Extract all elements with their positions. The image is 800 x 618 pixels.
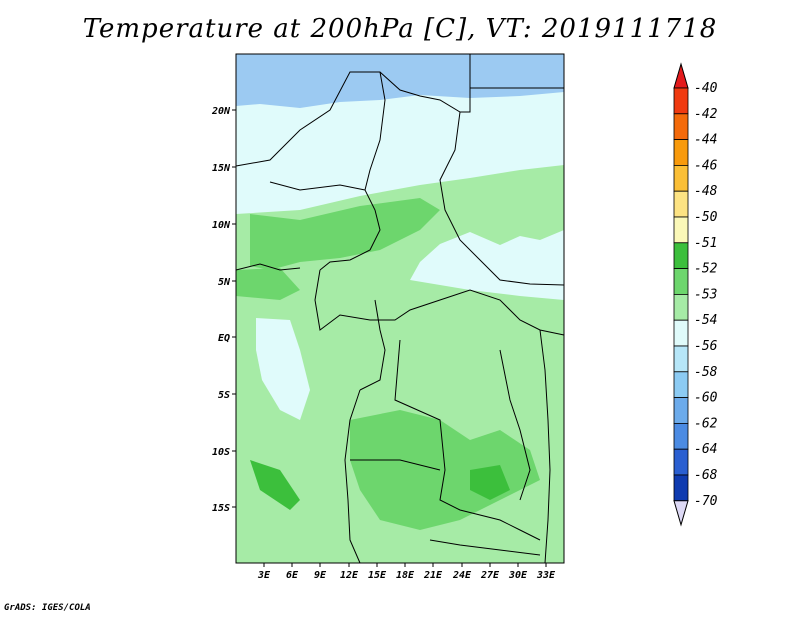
colorbar-swatch [673, 397, 689, 424]
temperature-field [236, 54, 564, 563]
colorbar-swatch [673, 268, 689, 295]
latitude-axis: 20N 15N 10N 5N EQ 5S 10S 15S [211, 106, 236, 514]
lon-label: 15E [368, 570, 387, 581]
field-se-51 [470, 465, 510, 500]
colorbar-swatch [673, 87, 689, 115]
colorbar-label: -60 [694, 391, 718, 406]
colorbar-label: -58 [694, 365, 718, 380]
colorbar-swatch [673, 242, 689, 270]
colorbar-label: -48 [694, 184, 718, 199]
colorbar-swatch [673, 371, 689, 398]
colorbar-label: -68 [694, 468, 718, 483]
longitude-axis: 3E 6E 9E 12E 15E 18E 21E 24E 27E 30E 33E [257, 563, 556, 581]
lon-label: 33E [536, 570, 556, 581]
colorbar-label: -46 [694, 158, 718, 173]
field-ocean-54 [256, 318, 310, 420]
colorbar-label: -56 [694, 339, 718, 354]
field-coast-52 [236, 268, 300, 300]
colorbar-swatch [673, 190, 689, 218]
colorbar-bottom-arrow [673, 500, 689, 527]
colorbar-label: -42 [694, 107, 718, 122]
colorbar-top-arrow [673, 62, 689, 89]
lon-label: 18E [396, 570, 415, 581]
map-title: Temperature at 200hPa [C], VT: 201911171… [82, 14, 718, 44]
colorbar-label: -53 [694, 287, 717, 302]
colorbar-label: -70 [694, 494, 718, 509]
colorbar-swatch [673, 293, 689, 321]
colorbar-swatch [673, 319, 689, 347]
lon-label: 6E [286, 570, 299, 581]
colorbar-label: -62 [694, 416, 718, 431]
colorbar-swatch [673, 345, 689, 373]
colorbar-label: -40 [694, 81, 718, 96]
colorbar-swatch [673, 216, 689, 244]
lon-label: 21E [423, 570, 443, 581]
lat-label: 10S [212, 447, 230, 458]
colorbar-label: -64 [694, 442, 717, 457]
lon-label: 9E [314, 570, 327, 581]
map-frame [235, 53, 565, 564]
lat-label: 15N [212, 163, 231, 174]
lat-label: 20N [211, 106, 231, 117]
field-band-52 [250, 198, 440, 270]
colorbar-label: -51 [694, 236, 717, 251]
colorbar: -40 -42 -44 -46 -48 -50 -51 -52 -53 -54 -56 -58 -60 -… [673, 62, 718, 527]
lon-label: 27E [480, 570, 500, 581]
field-corner-53 [236, 520, 350, 563]
colorbar-label: -44 [694, 133, 717, 148]
lat-label: 10N [212, 220, 231, 231]
credit-text: GrADS: IGES/COLA [4, 603, 91, 613]
country-borders [235, 54, 565, 564]
colorbar-swatch [673, 139, 689, 166]
lat-label: 5N [218, 277, 231, 288]
lon-label: 30E [508, 570, 528, 581]
lon-label: 3E [257, 570, 271, 581]
colorbar-swatch [673, 422, 689, 450]
colorbar-swatch [673, 474, 689, 502]
colorbar-label: -54 [694, 313, 717, 328]
colorbar-swatch [673, 113, 689, 141]
lon-label: 24E [452, 570, 472, 581]
colorbar-swatch [673, 164, 689, 192]
lon-label: 12E [340, 570, 359, 581]
field-sw-51 [250, 460, 300, 510]
lat-label: EQ [218, 333, 230, 344]
colorbar-swatch [673, 448, 689, 476]
colorbar-label: -50 [694, 210, 718, 225]
field-north-56 [236, 54, 564, 108]
lat-label: 5S [218, 390, 230, 401]
colorbar-label: -52 [694, 262, 718, 277]
lat-label: 15S [212, 503, 230, 514]
